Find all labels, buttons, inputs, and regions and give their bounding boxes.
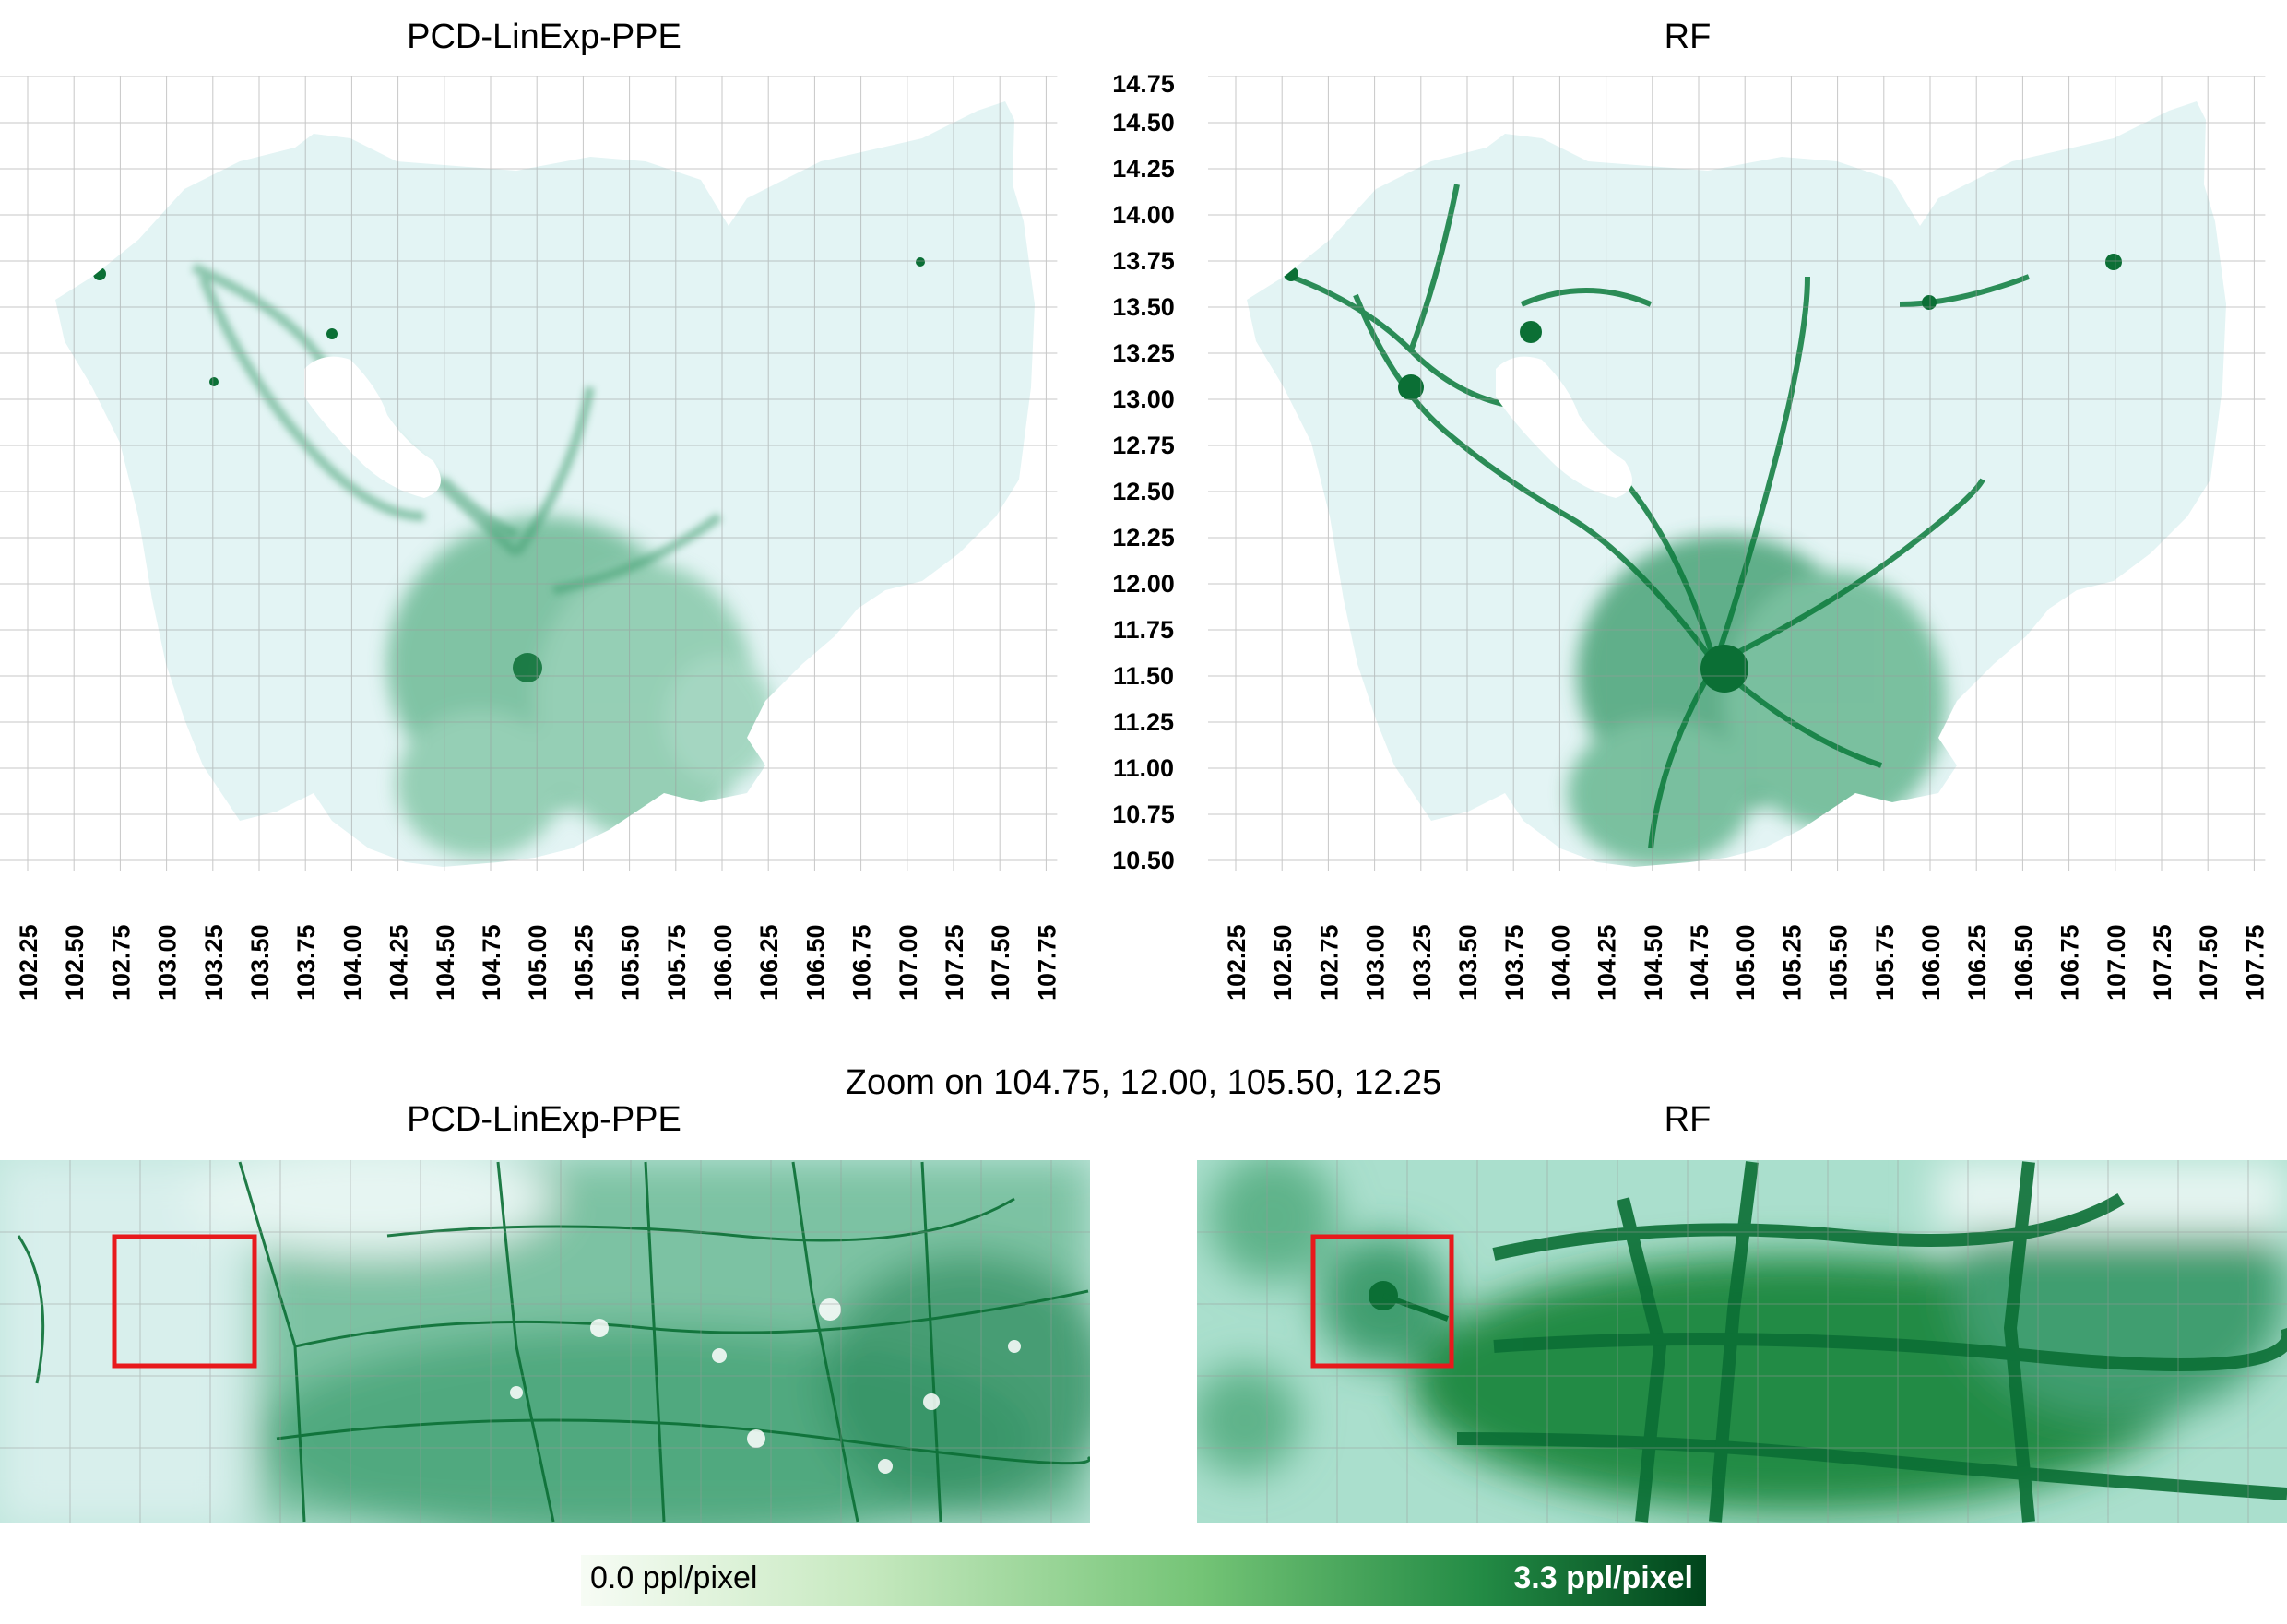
lon-tick-label: 106.75 — [848, 924, 876, 1001]
lon-tick-label: 105.00 — [1732, 924, 1760, 1001]
lon-tick-label: 106.75 — [2056, 924, 2084, 1001]
lon-tick-label: 104.00 — [338, 924, 366, 1001]
lat-tick-label: 13.50 — [1112, 293, 1175, 321]
lon-tick-label: 106.50 — [2009, 924, 2037, 1001]
lon-tick-label: 107.75 — [2241, 924, 2269, 1001]
lon-tick-label: 104.50 — [1640, 924, 1667, 1001]
lon-tick-label: 103.50 — [1454, 924, 1482, 1001]
lon-tick-label: 104.25 — [1594, 924, 1621, 1001]
longitude-axis-right: 102.25 102.50 102.75 103.00 103.25 103.50 103.… — [1223, 924, 2269, 1001]
lon-tick-label: 102.75 — [107, 924, 135, 1001]
lat-tick-label: 13.00 — [1112, 385, 1175, 413]
lat-tick-label: 10.50 — [1112, 847, 1175, 874]
lon-tick-label: 102.75 — [1315, 924, 1343, 1001]
zoom-panel-left — [0, 1160, 1090, 1523]
lon-tick-label: 104.00 — [1546, 924, 1574, 1001]
left-lake — [304, 356, 441, 498]
lon-tick-label: 107.50 — [987, 924, 1014, 1001]
right-density-map — [1247, 101, 2226, 867]
zoom-caption: Zoom on 104.75, 12.00, 105.50, 12.25 — [846, 1063, 1442, 1102]
lon-tick-label: 105.75 — [663, 924, 691, 1001]
zoom-panel-right — [1197, 1160, 2287, 1523]
colorbar: 0.0 ppl/pixel 3.3 ppl/pixel — [581, 1555, 1706, 1606]
lon-tick-label: 102.50 — [1269, 924, 1297, 1001]
grid-zoom-right — [1197, 1160, 2287, 1523]
grid-zoom-left — [0, 1160, 1090, 1523]
lon-tick-label: 103.00 — [154, 924, 182, 1001]
lon-tick-label: 106.50 — [801, 924, 829, 1001]
lon-tick-label: 102.25 — [1223, 924, 1250, 1001]
lat-tick-label: 14.50 — [1112, 109, 1175, 136]
lon-tick-label: 104.25 — [385, 924, 413, 1001]
lat-tick-label: 14.75 — [1112, 70, 1175, 98]
highlight-box-left — [112, 1234, 257, 1369]
lon-tick-label: 103.25 — [200, 924, 228, 1001]
lon-tick-label: 103.25 — [1408, 924, 1436, 1001]
lat-tick-label: 13.75 — [1112, 247, 1175, 275]
lat-tick-label: 11.00 — [1113, 754, 1174, 782]
colorbar-gradient — [581, 1555, 1706, 1606]
lon-tick-label: 105.00 — [524, 924, 551, 1001]
lon-tick-label: 102.50 — [61, 924, 89, 1001]
lon-tick-label: 103.00 — [1362, 924, 1390, 1001]
lon-tick-label: 104.75 — [478, 924, 505, 1001]
highlight-box-right — [1310, 1234, 1454, 1369]
lon-tick-label: 104.50 — [432, 924, 459, 1001]
lon-tick-label: 106.00 — [1917, 924, 1945, 1001]
lon-tick-label: 104.75 — [1686, 924, 1713, 1001]
lon-tick-label: 106.00 — [709, 924, 737, 1001]
lat-tick-label: 12.00 — [1112, 570, 1175, 598]
lon-tick-label: 106.25 — [1963, 924, 1991, 1001]
lon-tick-label: 107.00 — [895, 924, 922, 1001]
lat-tick-label: 12.50 — [1112, 478, 1175, 505]
lon-tick-label: 107.25 — [941, 924, 968, 1001]
lon-tick-label: 102.25 — [15, 924, 42, 1001]
lon-tick-label: 105.25 — [1778, 924, 1806, 1001]
title-bottom-right: RF — [1665, 1100, 1712, 1139]
lon-tick-label: 103.75 — [1500, 924, 1528, 1001]
lon-tick-label: 103.50 — [246, 924, 274, 1001]
lon-tick-label: 105.75 — [1871, 924, 1899, 1001]
longitude-axis-left: 102.25 102.50 102.75 103.00 103.25 103.50 103.… — [15, 924, 1061, 1001]
lon-tick-label: 105.50 — [617, 924, 645, 1001]
title-top-right: RF — [1665, 18, 1712, 56]
colorbar-min-label: 0.0 ppl/pixel — [590, 1560, 757, 1595]
left-density-map — [55, 101, 1035, 867]
latitude-axis: 14.75 14.50 14.25 14.00 13.75 13.50 13.2… — [1112, 70, 1175, 874]
title-top-left: PCD-LinExp-PPE — [407, 18, 681, 56]
colorbar-max-label: 3.3 ppl/pixel — [1513, 1560, 1693, 1595]
grid-top-left — [0, 76, 1058, 871]
lon-tick-label: 106.25 — [755, 924, 783, 1001]
lon-tick-label: 107.25 — [2149, 924, 2176, 1001]
lat-tick-label: 11.25 — [1113, 708, 1174, 736]
lat-tick-label: 12.25 — [1112, 524, 1175, 551]
lat-tick-label: 14.25 — [1112, 155, 1175, 183]
lon-tick-label: 103.75 — [292, 924, 320, 1001]
lon-tick-label: 107.00 — [2103, 924, 2130, 1001]
right-lake — [1496, 356, 1632, 498]
lat-tick-label: 13.25 — [1112, 339, 1175, 367]
lat-tick-label: 12.75 — [1112, 432, 1175, 459]
lon-tick-label: 105.25 — [570, 924, 598, 1001]
lon-tick-label: 107.75 — [1033, 924, 1061, 1001]
lat-tick-label: 10.75 — [1112, 800, 1175, 828]
title-bottom-left: PCD-LinExp-PPE — [407, 1100, 681, 1139]
lon-tick-label: 105.50 — [1825, 924, 1853, 1001]
grid-top-right — [1208, 76, 2266, 871]
lat-tick-label: 11.75 — [1113, 616, 1174, 644]
lat-tick-label: 14.00 — [1112, 201, 1175, 229]
lat-tick-label: 11.50 — [1113, 662, 1174, 690]
lon-tick-label: 107.50 — [2195, 924, 2222, 1001]
